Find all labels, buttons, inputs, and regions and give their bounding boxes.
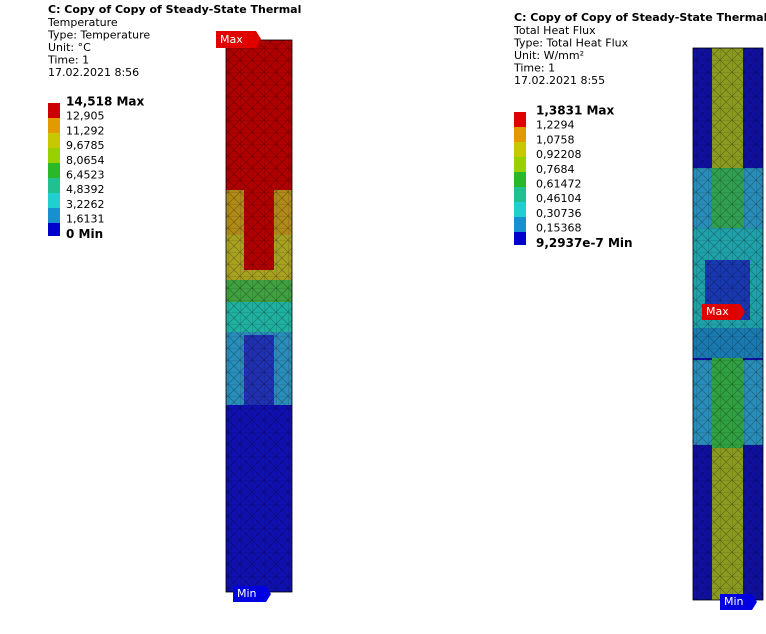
legend-label: 0,46104 [536,192,582,205]
legend-label: 6,4523 [66,169,105,182]
legend-label: 1,0758 [536,133,575,146]
info-line: Unit: °C [48,41,91,54]
right-panel: C: Copy of Copy of Steady-State Thermal … [513,11,766,610]
legend-label: 0,30736 [536,207,582,220]
legend-label: 1,6131 [66,213,105,226]
info-line: 17.02.2021 8:56 [48,66,139,79]
legend-swatches [48,103,60,236]
info-line: Time: 1 [47,54,89,67]
legend-label: 0,92208 [536,148,582,161]
model [692,47,764,610]
legend-label: 1,2294 [536,119,575,132]
min-tag: Min [724,595,744,608]
legend-label: 8,0654 [66,154,105,167]
model [216,31,293,602]
info-line: Total Heat Flux [513,24,596,37]
panel-title: C: Copy of Copy of Steady-State Thermal [48,3,301,16]
legend-label: 3,2262 [66,198,105,211]
max-tag: Max [706,305,729,318]
max-tag: Max [220,33,243,46]
info-line: Type: Total Heat Flux [513,37,629,50]
legend-label: 12,905 [66,110,105,123]
left-panel: C: Copy of Copy of Steady-State Thermal … [47,3,301,602]
legend-label: 0,61472 [536,178,582,191]
legend-label: 0,7684 [536,163,575,176]
info-line: Type: Temperature [47,29,150,42]
info-line: 17.02.2021 8:55 [514,74,605,87]
legend-label: 0,15368 [536,222,582,235]
legend-label: 9,2937e-7 Min [536,236,633,250]
info-line: Temperature [47,16,118,29]
legend-label: 11,292 [66,124,105,137]
min-tag: Min [237,587,257,600]
legend-swatches [514,112,526,245]
info-line: Time: 1 [513,62,555,75]
legend-label: 9,6785 [66,139,105,152]
legend-label: 14,518 Max [66,95,145,109]
legend-label: 1,3831 Max [536,104,615,118]
legend-label: 0 Min [66,227,103,241]
legend-label: 4,8392 [66,183,105,196]
panel-title: C: Copy of Copy of Steady-State Thermal [514,11,766,24]
info-line: Unit: W/mm² [514,49,584,62]
